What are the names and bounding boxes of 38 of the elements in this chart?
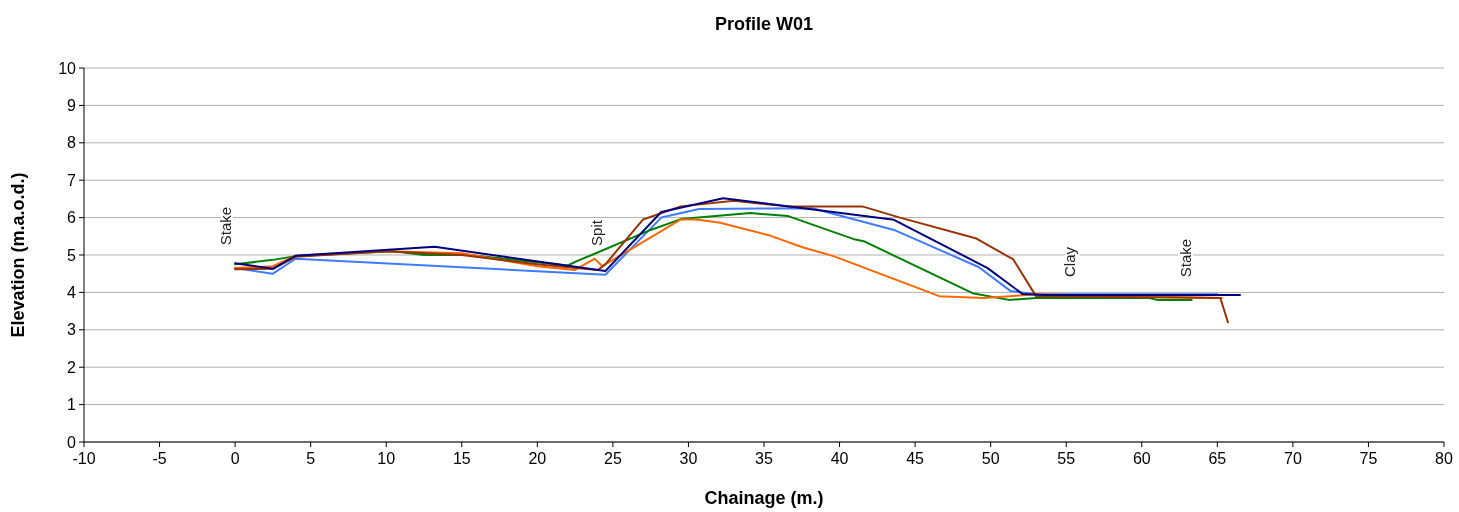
annotation: Stake	[217, 206, 235, 246]
x-tick-label: -10	[72, 450, 96, 467]
annotation: Stake	[1177, 238, 1195, 278]
y-tick-label: 1	[67, 396, 77, 414]
x-tick-label: 0	[230, 450, 240, 467]
y-tick-label: 10	[58, 59, 77, 77]
x-axis-title: Chainage (m.)	[704, 488, 824, 508]
y-tick-label: 0	[67, 433, 77, 451]
x-tick-label: 5	[306, 450, 316, 467]
y-tick-label: 5	[67, 246, 77, 264]
x-tick-label: 45	[906, 450, 925, 467]
x-tick-label: 20	[528, 450, 547, 467]
x-tick-label: 30	[679, 450, 698, 467]
x-tick-label: -5	[152, 450, 167, 467]
annotation: Spit	[588, 219, 606, 246]
x-tick-label: 35	[755, 450, 773, 467]
x-tick-label: 55	[1057, 450, 1076, 467]
x-tick-label: 15	[452, 450, 471, 467]
x-tick-label: 80	[1435, 450, 1453, 467]
x-tick-label: 50	[981, 450, 1000, 467]
y-tick-label: 6	[67, 209, 77, 227]
x-tick-label: 70	[1283, 450, 1302, 467]
annotation: Clay	[1061, 246, 1079, 278]
x-tick-label: 40	[830, 450, 849, 467]
y-tick-label: 7	[67, 171, 77, 189]
x-tick-label: 25	[603, 450, 622, 467]
x-tick-label: 10	[377, 450, 396, 467]
y-tick-label: 9	[67, 97, 77, 114]
y-tick-label: 8	[67, 134, 77, 152]
y-tick-label: 4	[67, 284, 77, 301]
y-axis-title: Elevation (m.a.o.d.)	[8, 172, 28, 338]
x-tick-label: 60	[1132, 450, 1151, 467]
chart-title: Profile W01	[714, 14, 814, 34]
x-tick-label: 65	[1208, 450, 1227, 467]
y-tick-label: 3	[67, 321, 77, 339]
y-tick-label: 2	[67, 358, 77, 376]
line-series	[234, 199, 1229, 324]
x-tick-label: 75	[1359, 450, 1378, 467]
